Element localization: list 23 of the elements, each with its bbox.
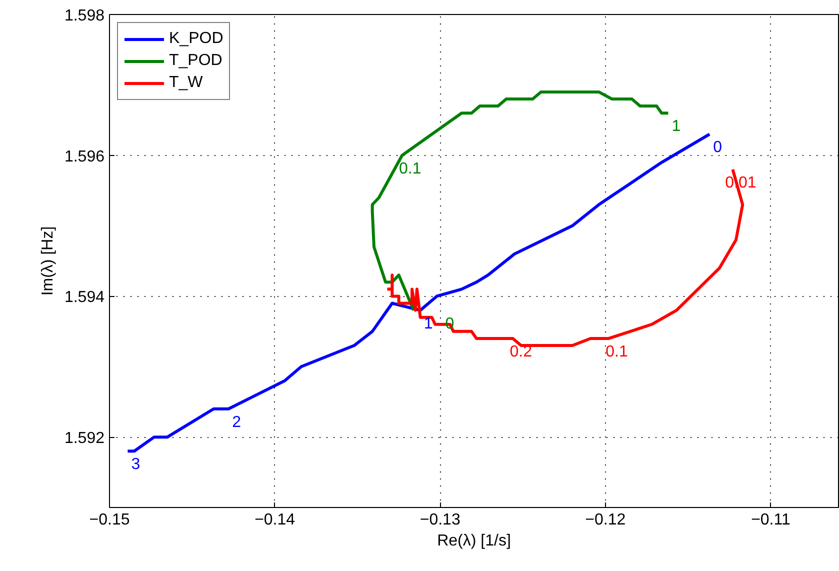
y-tick-label: 1.592 [64,430,105,448]
annotation: 1 [424,315,433,332]
annotation: 3 [131,456,140,474]
y-tick-label: 1.598 [64,8,105,24]
legend-label: K_POD [169,30,224,48]
annotation: 0 [713,139,722,156]
x-tick-label: −0.15 [89,512,130,528]
annotation: 2 [232,414,242,431]
x-tick-label: −0.12 [585,512,626,528]
y-tick-label: 1.594 [64,289,105,306]
line-series [126,132,712,453]
annotation: 0.1 [398,160,422,178]
x-tick-label: −0.11 [751,512,790,528]
x-axis-title: Re(λ) [1/s] [437,532,511,550]
x-tick-label: −0.13 [420,512,460,528]
annotation: 0.1 [606,343,628,360]
legend-label: T_POD [169,52,222,70]
y-axis-title: Im(λ) [Hz] [39,226,56,296]
line-series [370,90,670,312]
legend-label: T_W [169,74,203,92]
y-tick-label: 1.596 [64,148,105,166]
annotation: 1 [672,118,681,136]
x-tick-label: −0.14 [254,512,296,528]
